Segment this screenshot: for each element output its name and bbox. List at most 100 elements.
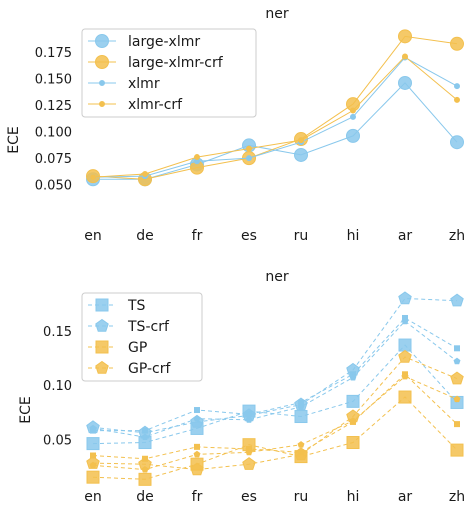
data-point [141, 433, 149, 440]
chart-title: ner [265, 6, 288, 22]
data-point [297, 403, 305, 410]
data-point [138, 472, 152, 486]
data-point [298, 449, 304, 456]
data-point [350, 113, 356, 120]
data-point [454, 421, 460, 428]
x-tick-label: hi [347, 228, 360, 244]
data-point [346, 394, 360, 408]
data-point [454, 83, 460, 90]
data-point [242, 457, 256, 470]
y-tick-label: 0.075 [35, 152, 72, 167]
x-tick-label: en [84, 228, 102, 244]
series-line [92, 375, 458, 471]
series-xlmr-crf [90, 53, 460, 181]
data-point [450, 371, 464, 385]
data-point [86, 470, 100, 484]
legend-marker [99, 80, 105, 86]
data-point [142, 455, 148, 462]
data-point [194, 443, 200, 450]
data-point [194, 407, 200, 414]
data-point [398, 338, 412, 352]
data-point [297, 441, 305, 448]
data-point [350, 107, 356, 114]
data-point [349, 373, 357, 381]
x-tick-label: en [84, 489, 102, 505]
data-point [401, 317, 409, 325]
series-line [92, 297, 458, 434]
legend-marker [95, 340, 109, 354]
legend-label: TS-crf [127, 319, 170, 335]
x-tick-label: hi [347, 489, 360, 505]
legend: TS TS-crf GP GP-crf [81, 292, 203, 382]
x-tick-label: zh [449, 228, 465, 244]
data-point [142, 427, 148, 434]
legend-marker [99, 101, 105, 107]
series-line [92, 356, 458, 471]
legend-label: large-xlmr [128, 34, 200, 50]
data-point [193, 450, 201, 458]
legend-label: large-xlmr-crf [128, 55, 224, 71]
data-point [246, 145, 252, 152]
data-point [454, 345, 460, 352]
data-point [401, 372, 409, 380]
y-tick-label: 0.15 [43, 325, 72, 340]
data-point [294, 410, 308, 424]
data-point [398, 291, 412, 305]
series-line [92, 344, 458, 445]
data-point [398, 390, 412, 404]
data-point [194, 154, 200, 161]
data-point [245, 448, 253, 456]
legend-marker [95, 298, 109, 312]
y-tick-label: 0.050 [35, 179, 72, 194]
series-line [92, 35, 458, 180]
x-tick-label: de [136, 489, 154, 505]
legend-label: GP [128, 340, 147, 356]
data-point [453, 395, 461, 403]
x-tick-label: ar [398, 228, 413, 244]
y-tick-label: 0.05 [43, 433, 72, 448]
series-line [92, 320, 458, 438]
series-unlabeled-7 [89, 372, 461, 473]
data-point [246, 411, 252, 418]
x-tick-label: ru [294, 228, 309, 244]
data-point [298, 137, 304, 144]
data-point [89, 424, 97, 432]
data-point [90, 174, 96, 181]
legend-label: xlmr-crf [128, 97, 183, 113]
x-tick-label: ru [294, 489, 309, 505]
data-point [346, 128, 360, 143]
legend-marker [95, 360, 109, 374]
data-point [398, 349, 412, 363]
chart-bottom: ner ECE 0.05 0.10 0.15 en de fr es ru hi ar zh TS TS-c… [18, 269, 465, 505]
legend-label: GP-crf [128, 361, 171, 377]
legend-box [81, 292, 203, 382]
data-point [90, 452, 96, 459]
series-line [92, 56, 458, 178]
y-tick-label: 0.10 [43, 379, 72, 394]
data-point [141, 465, 149, 473]
y-tick-label: 0.150 [35, 73, 72, 88]
legend: large-xlmr large-xlmr-crf xlmr xlmr-crf [81, 28, 257, 118]
data-point [450, 135, 464, 150]
data-point [453, 357, 461, 365]
x-tick-label: fr [192, 489, 203, 505]
legend-marker [95, 318, 109, 332]
data-point [450, 293, 464, 307]
legend-label: xlmr [128, 76, 160, 92]
data-point [349, 417, 357, 424]
data-point [450, 443, 464, 457]
data-point [245, 416, 253, 423]
x-tick-label: zh [449, 489, 465, 505]
data-point [294, 147, 308, 162]
legend-box [81, 28, 257, 118]
y-axis-label: ECE [6, 126, 22, 153]
data-point [346, 436, 360, 450]
y-axis-label: ECE [18, 396, 34, 423]
data-point [454, 96, 460, 103]
x-tick-label: ar [398, 489, 413, 505]
data-point [193, 415, 201, 422]
data-point [190, 462, 204, 476]
series-line [93, 317, 458, 432]
y-tick-label: 0.175 [35, 46, 72, 61]
